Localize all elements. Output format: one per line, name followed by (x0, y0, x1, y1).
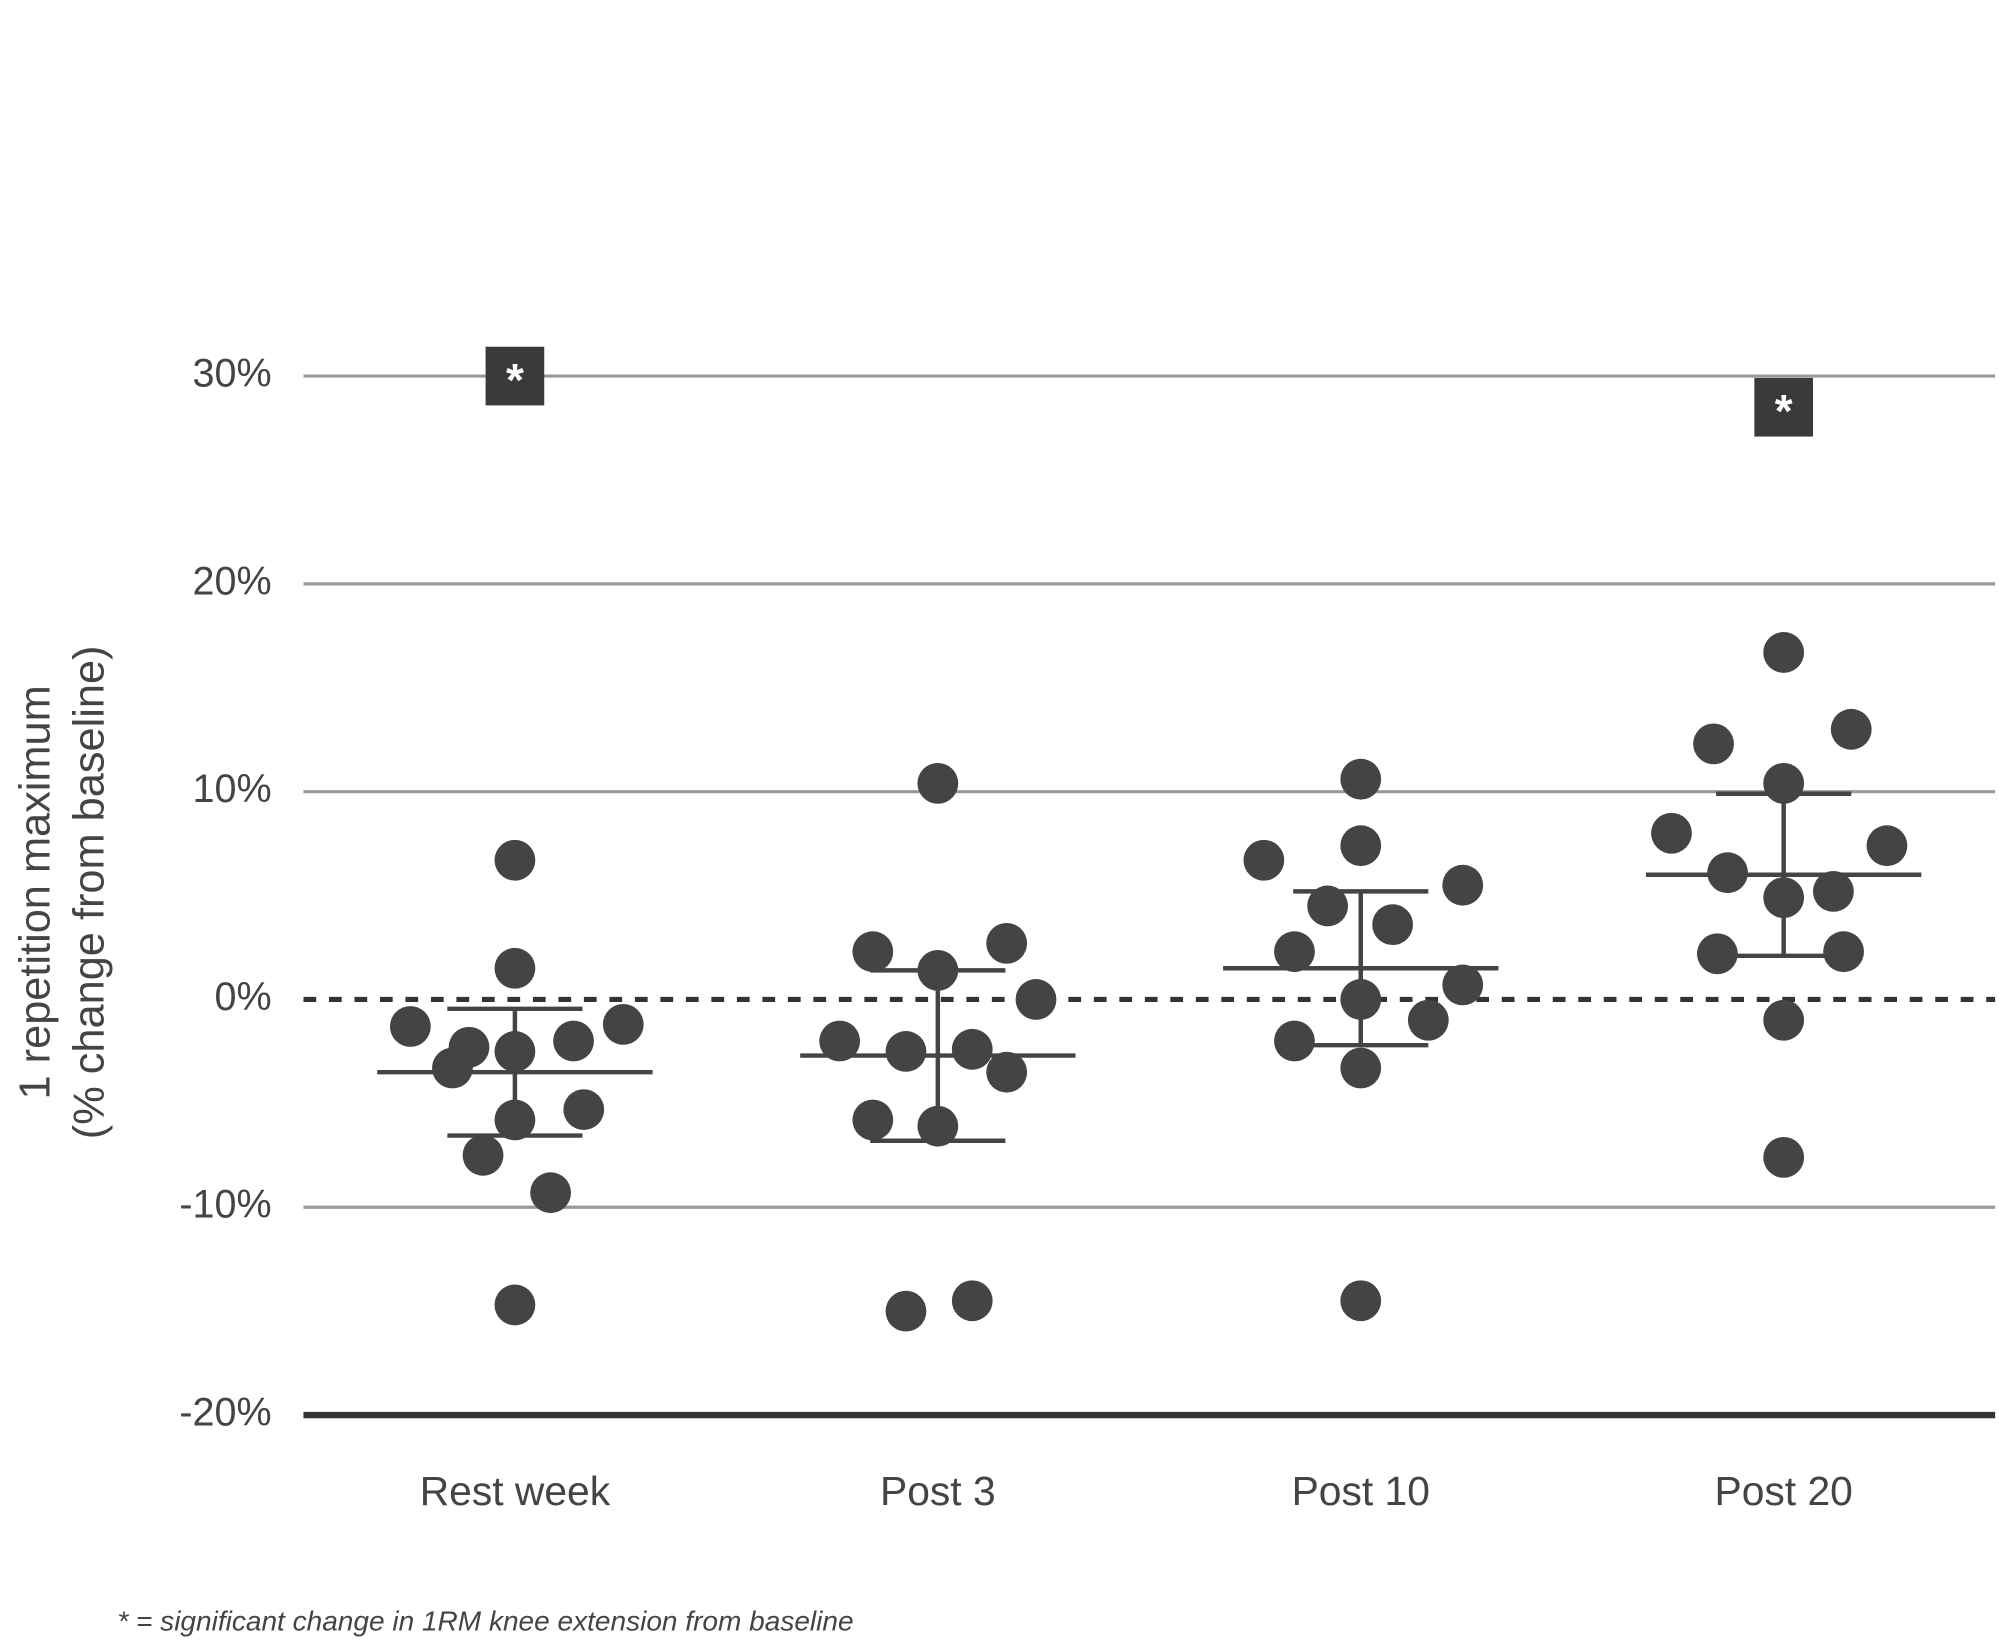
y-tick-label: -20% (179, 1390, 271, 1434)
data-point (951, 1028, 993, 1070)
data-point (389, 1006, 431, 1047)
data-point (917, 762, 959, 804)
data-point (819, 1020, 861, 1062)
data-point (553, 1020, 594, 1062)
data-point (1763, 632, 1805, 673)
data-point (1763, 999, 1805, 1041)
data-point (602, 1003, 644, 1045)
data-point (1340, 1280, 1382, 1322)
data-point (1340, 825, 1382, 867)
data-point (1651, 812, 1692, 854)
data-point (563, 1089, 605, 1130)
y-axis-label: (% change from baseline) (65, 646, 113, 1140)
data-point (1274, 931, 1315, 973)
data-point (1442, 864, 1484, 906)
x-tick-label: Post 10 (1292, 1468, 1430, 1514)
y-axis-label: 1 repetition maximum (12, 685, 60, 1099)
data-point (1407, 999, 1449, 1041)
data-point (1830, 708, 1872, 750)
data-point (885, 1031, 927, 1072)
data-point (494, 1284, 536, 1326)
significance-box (1754, 377, 1813, 437)
x-tick-label: Rest week (420, 1468, 611, 1514)
footnote: * = significant change in 1RM knee exten… (117, 1605, 853, 1636)
data-point (494, 839, 536, 881)
y-tick-label: 10% (193, 767, 272, 811)
data-point (986, 1051, 1028, 1093)
data-point (951, 1280, 993, 1322)
x-tick-label: Post 3 (880, 1468, 996, 1514)
y-tick-label: 20% (193, 559, 272, 603)
data-point (885, 1290, 927, 1332)
data-point (1243, 839, 1285, 881)
data-point (1812, 871, 1854, 912)
y-tick-label: 30% (193, 352, 272, 396)
data-point (432, 1047, 473, 1089)
data-point (494, 947, 536, 989)
data-point (986, 922, 1028, 964)
data-point (1015, 979, 1057, 1020)
x-tick-label: Post 20 (1715, 1468, 1853, 1514)
data-point (1442, 964, 1484, 1006)
data-point (1372, 904, 1414, 946)
data-point (1763, 1136, 1805, 1178)
data-point (1274, 1020, 1315, 1062)
y-tick-label: -10% (179, 1183, 271, 1227)
data-point (462, 1134, 504, 1176)
data-point (530, 1172, 572, 1214)
data-point (1693, 723, 1734, 765)
data-point (1823, 931, 1864, 973)
y-tick-label: 0% (214, 975, 271, 1019)
data-point (1866, 825, 1908, 867)
significance-label: * (1775, 385, 1793, 437)
data-point (1307, 885, 1349, 927)
significance-box (485, 346, 545, 406)
data-point (852, 1099, 894, 1141)
significance-label: * (506, 354, 524, 406)
data-point (1340, 1047, 1382, 1089)
data-point (1340, 758, 1382, 800)
data-point (852, 931, 894, 973)
